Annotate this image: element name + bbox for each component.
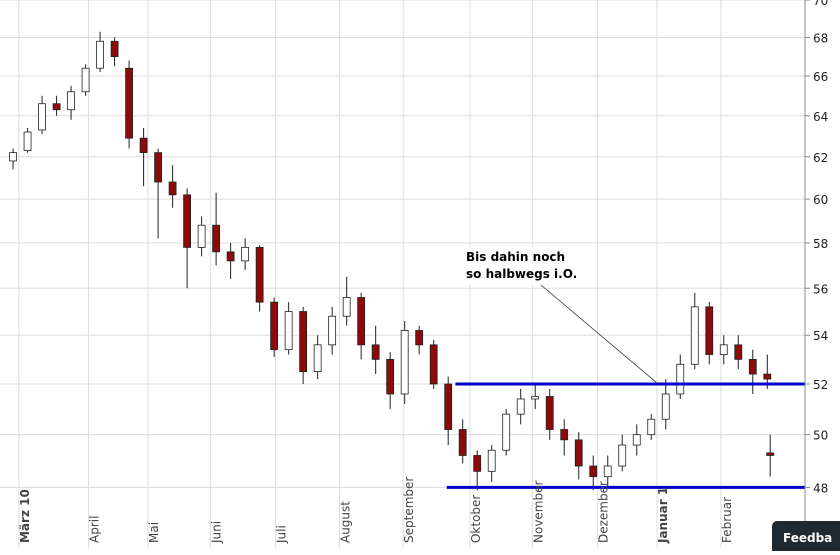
candle-body: [154, 152, 162, 183]
grid: [0, 0, 805, 548]
candle-body: [690, 306, 699, 365]
candle-body: [429, 344, 438, 385]
candle-body: [763, 373, 772, 380]
y-tick-label: 64: [813, 110, 828, 124]
candle-body: [23, 131, 32, 151]
candle-body: [719, 344, 728, 355]
candle-body: [284, 311, 293, 351]
plot-background: [0, 0, 805, 551]
candle-body: [38, 103, 46, 131]
candle-body: [328, 315, 337, 346]
candle-body: [270, 301, 279, 351]
callout-line: [540, 284, 658, 384]
candle-body: [168, 181, 177, 196]
feedback-button[interactable]: [772, 521, 840, 555]
annotation-text: Bis dahin noch: [466, 250, 565, 264]
y-tick-label: 56: [813, 282, 828, 296]
candle-body: [444, 383, 453, 430]
candle-body: [473, 455, 482, 472]
x-tick-label: April: [87, 516, 101, 543]
y-tick-label: 58: [813, 237, 828, 251]
candle-body: [676, 363, 685, 395]
candle-body: [632, 434, 641, 446]
candle-body: [67, 91, 75, 111]
candle-body: [52, 103, 61, 111]
y-tick-label: 50: [813, 429, 828, 443]
candle-body: [96, 40, 104, 69]
candle-body: [241, 246, 250, 262]
candle-body: [574, 439, 583, 467]
x-tick-label: November: [531, 481, 545, 543]
candle-body: [415, 330, 424, 346]
candle-body: [110, 40, 119, 57]
candle-body: [226, 251, 235, 262]
candle-body: [400, 330, 409, 395]
candle-body: [342, 297, 351, 317]
x-tick-label: Dezember: [597, 481, 611, 543]
candle-body: [734, 344, 743, 360]
x-tick-label: Juli: [275, 525, 289, 544]
y-tick-label: 70: [813, 0, 828, 8]
candle-body: [371, 344, 380, 360]
y-tick-label: 52: [813, 378, 828, 392]
candle-body: [603, 465, 612, 478]
annotation-box: [462, 247, 588, 285]
y-tick-label: 60: [813, 193, 828, 207]
candle-body: [357, 297, 366, 346]
marks: [9, 31, 805, 491]
candle-body: [545, 396, 554, 430]
candle-body: [125, 67, 133, 139]
candle-body: [705, 306, 714, 355]
x-tick-label: März 10: [18, 489, 32, 543]
candle-body: [197, 224, 206, 248]
candle-body: [589, 465, 598, 478]
candle-body: [183, 194, 192, 248]
y-tick-label: 48: [813, 481, 828, 495]
x-tick-label: Februar: [720, 497, 734, 543]
y-tick-label: 66: [813, 70, 828, 84]
candle-body: [458, 429, 467, 456]
annotation-text: so halbwegs i.O.: [466, 267, 577, 281]
candle-body: [81, 67, 90, 93]
x-tick-label: August: [338, 501, 352, 543]
x-tick-label: Oktober: [469, 495, 483, 543]
candle-body: [212, 224, 221, 253]
candle-body: [299, 311, 308, 373]
candle-body: [9, 152, 17, 162]
x-tick-label: September: [402, 477, 416, 543]
y-tick-label: 68: [813, 31, 828, 45]
candle-body: [313, 344, 322, 373]
candle-body: [560, 429, 569, 441]
feedback-label[interactable]: Feedba: [783, 531, 832, 545]
candle-body: [516, 398, 525, 415]
x-tick-label: Januar 1: [656, 487, 670, 544]
candle-body: [766, 452, 775, 456]
candle-body: [502, 413, 511, 451]
candle-body: [139, 137, 148, 154]
candle-body: [487, 449, 496, 472]
y-tick-label: 62: [813, 151, 828, 165]
candle-body: [386, 358, 395, 395]
x-tick-label: Juni: [209, 521, 223, 544]
x-tick-label: Mai: [147, 522, 161, 543]
candle-body: [531, 396, 540, 400]
candle-body: [618, 444, 627, 467]
candle-body: [255, 246, 264, 303]
candle-body: [661, 393, 670, 420]
candle-body: [647, 418, 656, 436]
candle-body: [748, 358, 757, 375]
y-tick-label: 54: [813, 329, 828, 343]
